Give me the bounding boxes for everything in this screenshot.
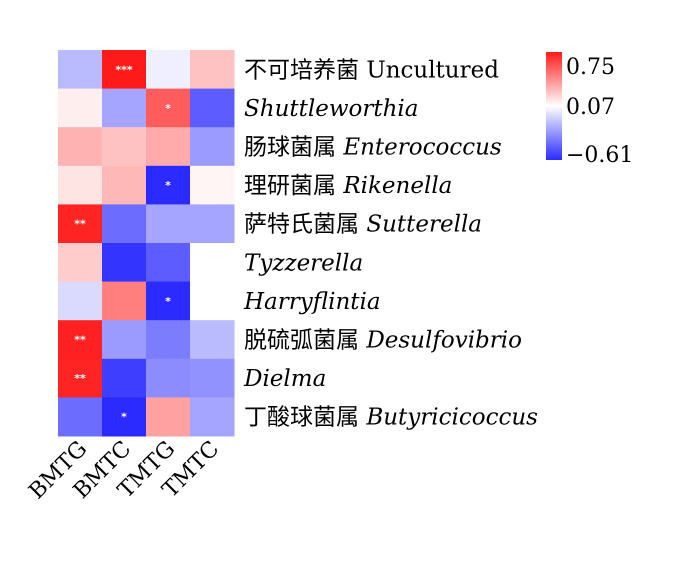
heatmap-cell <box>102 358 147 398</box>
significance-mark: * <box>165 295 171 308</box>
heatmap-cell <box>190 50 235 90</box>
heatmap-cell <box>190 204 235 244</box>
significance-mark: ** <box>74 334 86 347</box>
significance-mark: ** <box>74 218 86 231</box>
heatmap-cell <box>102 50 147 90</box>
heatmap-cell <box>58 50 103 90</box>
significance-mark: * <box>121 411 127 424</box>
heatmap-cell <box>58 281 103 321</box>
heatmap-cell <box>58 127 103 167</box>
heatmap-cell <box>146 320 191 360</box>
heatmap-cell <box>146 397 191 437</box>
row-label: Shuttleworthia <box>244 96 419 122</box>
heatmap-cell <box>102 281 147 321</box>
row-label: 不可培养菌 Uncultured <box>244 57 499 83</box>
heatmap-cell <box>190 358 235 398</box>
heatmap-cell <box>102 204 147 244</box>
color-scale-tick-label: 0.07 <box>566 95 615 120</box>
significance-mark: * <box>165 102 171 115</box>
row-label: 丁酸球菌属 Butyricicoccus <box>244 405 538 431</box>
heatmap-cell <box>190 397 235 437</box>
heatmap-cell <box>190 127 235 167</box>
heatmap-cell <box>146 50 191 90</box>
heatmap-cell <box>146 204 191 244</box>
heatmap-cell <box>58 358 103 398</box>
row-label: Dielma <box>243 366 326 392</box>
heatmap-cell <box>102 127 147 167</box>
significance-mark: *** <box>115 63 133 76</box>
heatmap-cell <box>190 243 235 283</box>
significance-mark: ** <box>74 372 86 385</box>
heatmap-cell <box>58 88 103 128</box>
heatmap-cell <box>146 165 191 205</box>
heatmap-cell <box>102 88 147 128</box>
heatmap-cell <box>58 165 103 205</box>
heatmap-cell <box>102 165 147 205</box>
row-label: 萨特氏菌属 Sutterella <box>244 212 482 238</box>
heatmap-cell <box>146 243 191 283</box>
heatmap-cell <box>58 320 103 360</box>
heatmap-cell <box>58 204 103 244</box>
heatmap-cell <box>102 243 147 283</box>
heatmap-cell <box>102 320 147 360</box>
row-label: 肠球菌属 Enterococcus <box>244 135 502 161</box>
row-label: 理研菌属 Rikenella <box>244 173 452 199</box>
heatmap-cell <box>190 281 235 321</box>
heatmap-cell <box>58 243 103 283</box>
heatmap-cell <box>146 88 191 128</box>
heatmap-cell <box>146 358 191 398</box>
row-label: Tyzzerella <box>244 250 363 276</box>
heatmap-cell <box>190 320 235 360</box>
significance-marks: ************* <box>74 63 171 423</box>
row-label: 脱硫弧菌属 Desulfovibrio <box>244 328 522 354</box>
heatmap-cell <box>58 397 103 437</box>
color-scale-tick-label: −0.61 <box>566 143 633 168</box>
significance-mark: * <box>165 179 171 192</box>
heatmap-cells <box>58 50 235 437</box>
color-scale-legend: 0.75 0.07 −0.61 <box>546 52 633 168</box>
heatmap-cell <box>190 88 235 128</box>
heatmap-cell <box>146 281 191 321</box>
row-label: Harryflintia <box>243 289 381 315</box>
heatmap-cell <box>102 397 147 437</box>
heatmap-cell <box>190 165 235 205</box>
row-labels: 不可培养菌 Uncultured Shuttleworthia 肠球菌属 Enter… <box>243 57 538 430</box>
color-scale-tick-label: 0.75 <box>566 55 615 80</box>
color-scale-bar <box>546 52 562 160</box>
heatmap-cell <box>146 127 191 167</box>
